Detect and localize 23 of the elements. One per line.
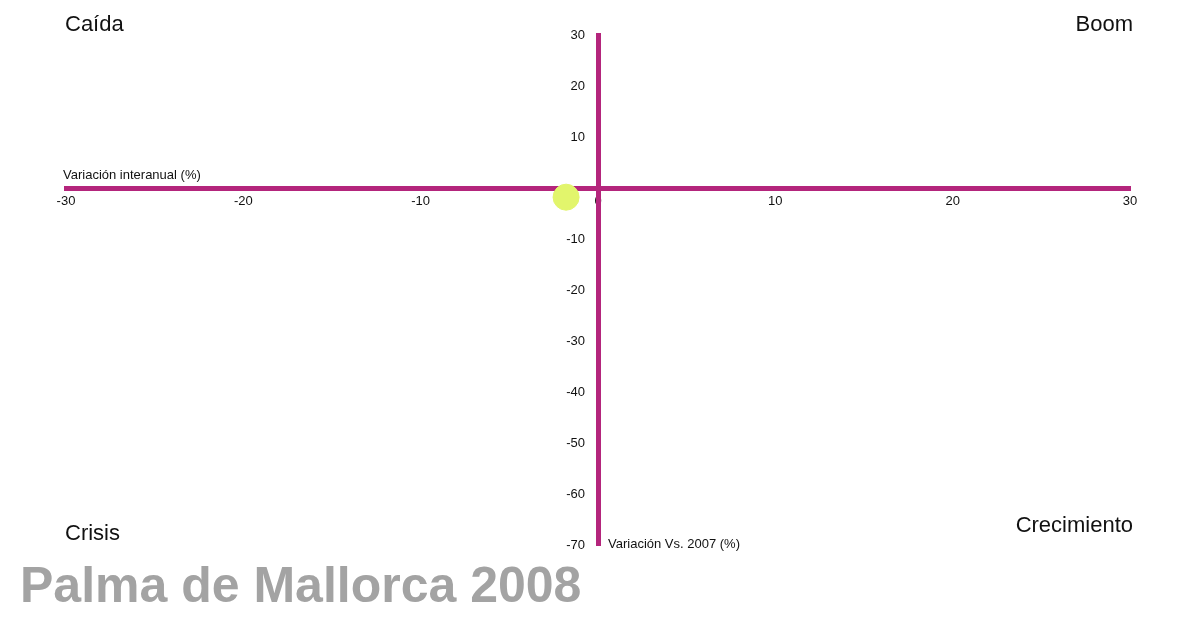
y-tick-label: -60 <box>566 485 598 501</box>
annotation: Boom <box>1075 11 1133 37</box>
text: Palma de Mallorca 2008 <box>20 556 582 614</box>
y-tick-label: 10 <box>570 128 598 144</box>
x-tick-label: 20 <box>945 193 960 209</box>
annotation: Crecimiento <box>1015 512 1133 538</box>
y-tick-label: -30 <box>566 332 598 348</box>
y-tick-label: -20 <box>566 281 598 297</box>
y-tick-label: 20 <box>570 77 598 93</box>
y-tick-label: 30 <box>570 26 598 42</box>
x-axis-title: Variación interanual (%) <box>63 167 201 183</box>
y-tick-label: -50 <box>566 434 598 450</box>
annotation: Caída <box>65 11 125 37</box>
x-tick-label: -30 <box>56 193 76 209</box>
x-tick-label: -10 <box>411 193 431 209</box>
x-tick-label: 30 <box>1122 193 1138 209</box>
y-tick-label: -70 <box>566 536 598 552</box>
y-axis-title: Variación Vs. 2007 (%) <box>608 536 740 552</box>
y-tick-label: -10 <box>566 230 598 246</box>
y-tick-label: -40 <box>566 383 598 399</box>
x-tick-label: 10 <box>768 193 783 209</box>
annotation: Crisis <box>65 520 120 546</box>
x-tick-label: -20 <box>233 193 253 209</box>
